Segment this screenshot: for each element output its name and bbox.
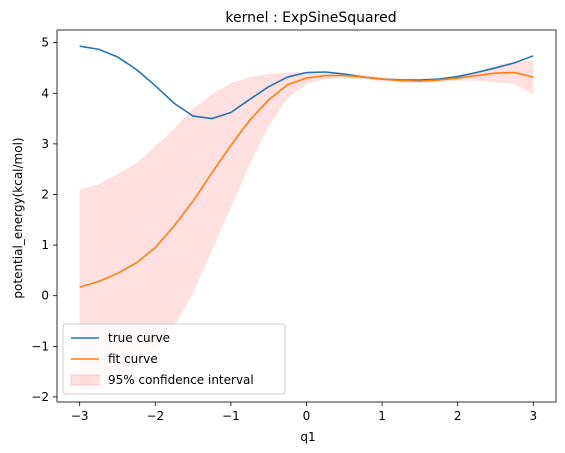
y-tick-label: 3 [41,137,49,151]
x-tick-label: −3 [71,409,89,423]
x-axis-label: q1 [300,430,315,444]
y-tick-label: −1 [31,339,49,353]
y-tick-label: 0 [41,289,49,303]
series-line-1 [79,45,534,120]
confidence-band [79,60,534,387]
x-tick-label: 1 [378,409,386,423]
legend: true curve fit curve 95% confidence interv… [62,323,286,395]
y-tick-label: 4 [41,86,49,100]
x-tick-label: −2 [146,409,164,423]
legend-swatch-patch [70,374,100,386]
y-tick-label: 2 [41,187,49,201]
legend-label: fit curve [108,352,158,366]
y-tick-label: 5 [41,36,49,50]
legend-label: true curve [108,331,170,345]
series-line-2 [79,71,534,288]
chart-title: kernel : ExpSineSquared [225,10,396,26]
y-axis-label: potential_energy(kcal/mol) [11,137,25,298]
legend-box [62,323,286,395]
legend-label: 95% confidence interval [108,373,254,387]
x-tick-label: 3 [529,409,537,423]
x-tick-label: −1 [222,409,240,423]
axes: −3 −2 −1 0 1 2 3 −2 −1 0 1 2 3 4 5 [31,29,557,423]
y-tick-label: 1 [41,238,49,252]
x-tick-label: 0 [303,409,311,423]
y-tick-label: −2 [31,390,49,404]
plot-area [79,45,534,387]
x-tick-label: 2 [454,409,462,423]
